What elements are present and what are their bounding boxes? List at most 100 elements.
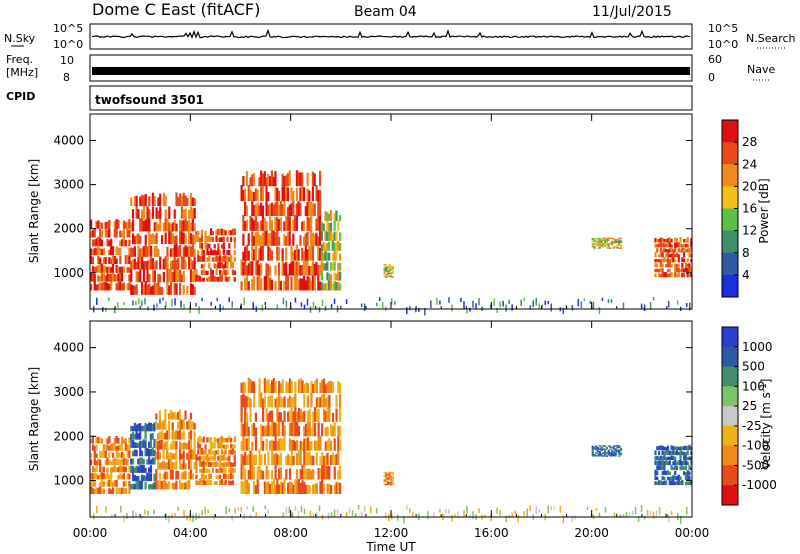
echo-cell (158, 452, 162, 460)
echo-cell (99, 282, 102, 291)
echo-cell (228, 460, 231, 467)
echo-cell (252, 219, 256, 231)
echo-cell (310, 216, 313, 231)
echo-cell (598, 244, 601, 247)
echo-cell (133, 285, 136, 295)
echo-cell (330, 424, 333, 437)
echo-cell (279, 481, 283, 494)
echo-cell (301, 278, 304, 291)
echo-cell (472, 300, 474, 308)
echo-cell (135, 442, 138, 448)
echo-cell (113, 255, 116, 264)
echo-cell (326, 220, 329, 231)
echo-cell (224, 467, 227, 473)
colorbar-tick-label: 500 (742, 360, 765, 374)
echo-cell (226, 456, 229, 461)
echo-cell (391, 265, 394, 268)
echo-cell (135, 430, 138, 440)
echo-cell (375, 302, 378, 307)
echo-cell (535, 505, 537, 514)
echo-cell (240, 463, 243, 480)
echo-cell (269, 176, 272, 187)
echo-cell (448, 508, 450, 514)
echo-cell (267, 470, 270, 480)
echo-cell (260, 392, 263, 408)
echo-cell (171, 298, 173, 307)
echo-cell (640, 505, 643, 513)
echo-cell (478, 508, 480, 514)
echo-cell (463, 301, 465, 309)
nsky-trace (91, 28, 691, 39)
echo-cell (686, 474, 689, 481)
y-tick-label: 4000 (53, 133, 84, 147)
echo-cell (505, 515, 507, 523)
echo-cell (100, 273, 104, 282)
echo-cell (274, 217, 277, 231)
echo-cell (224, 261, 227, 269)
echo-cell (276, 246, 279, 261)
echo-cell (616, 450, 619, 453)
echo-cell (657, 243, 661, 248)
echo-cell (189, 246, 193, 257)
echo-cell (99, 481, 102, 487)
echo-cell (215, 438, 218, 443)
echo-cell (158, 431, 162, 440)
echo-cell (148, 196, 151, 207)
echo-cell (391, 471, 394, 474)
echo-cell (247, 377, 250, 394)
echo-cell (308, 441, 311, 451)
echo-cell (339, 382, 342, 394)
echo-cell (508, 299, 510, 305)
echo-cell (135, 204, 138, 219)
echo-cell (448, 297, 450, 303)
echo-cell (274, 280, 277, 291)
echo-cell (652, 297, 655, 301)
echo-cell (288, 410, 292, 422)
echo-cell (654, 243, 657, 248)
echo-cell (326, 212, 329, 221)
echo-cell (310, 470, 313, 480)
echo-cell (322, 241, 325, 251)
echo-cell (681, 451, 684, 456)
echo-cell (171, 462, 174, 470)
echo-cell (164, 462, 167, 470)
echo-cell (688, 475, 691, 481)
echo-cell (285, 275, 288, 291)
echo-cell (121, 458, 124, 466)
echo-cell (171, 248, 175, 257)
echo-cell (320, 221, 323, 231)
echo-cell (184, 259, 187, 270)
echo-cell (133, 433, 136, 440)
echo-cell (274, 484, 277, 494)
echo-cell (254, 204, 257, 217)
echo-cell (251, 261, 254, 276)
echo-cell (126, 473, 129, 480)
echo-cell (219, 269, 222, 276)
echo-cell (215, 264, 218, 269)
echo-cell (305, 438, 308, 451)
echo-cell (182, 471, 185, 480)
echo-cell (286, 187, 290, 202)
echo-cell (140, 474, 144, 482)
echo-cell (294, 262, 297, 276)
echo-cell (244, 395, 247, 408)
echo-cell (278, 468, 281, 480)
echo-cell (233, 228, 236, 236)
echo-cell (269, 233, 272, 246)
echo-cell (146, 472, 149, 482)
echo-cell (618, 247, 621, 249)
echo-cell (149, 465, 153, 473)
echo-cell (591, 453, 594, 456)
echo-cell (270, 480, 274, 494)
echo-cell (191, 473, 194, 480)
echo-cell (685, 303, 688, 307)
echo-cell (180, 206, 184, 219)
echo-cell (148, 231, 151, 245)
echo-cell (499, 301, 501, 308)
echo-cell (296, 453, 299, 466)
echo-cell (385, 266, 388, 268)
echo-cell (690, 253, 693, 258)
echo-cell (160, 421, 163, 430)
echo-cell (274, 453, 277, 466)
